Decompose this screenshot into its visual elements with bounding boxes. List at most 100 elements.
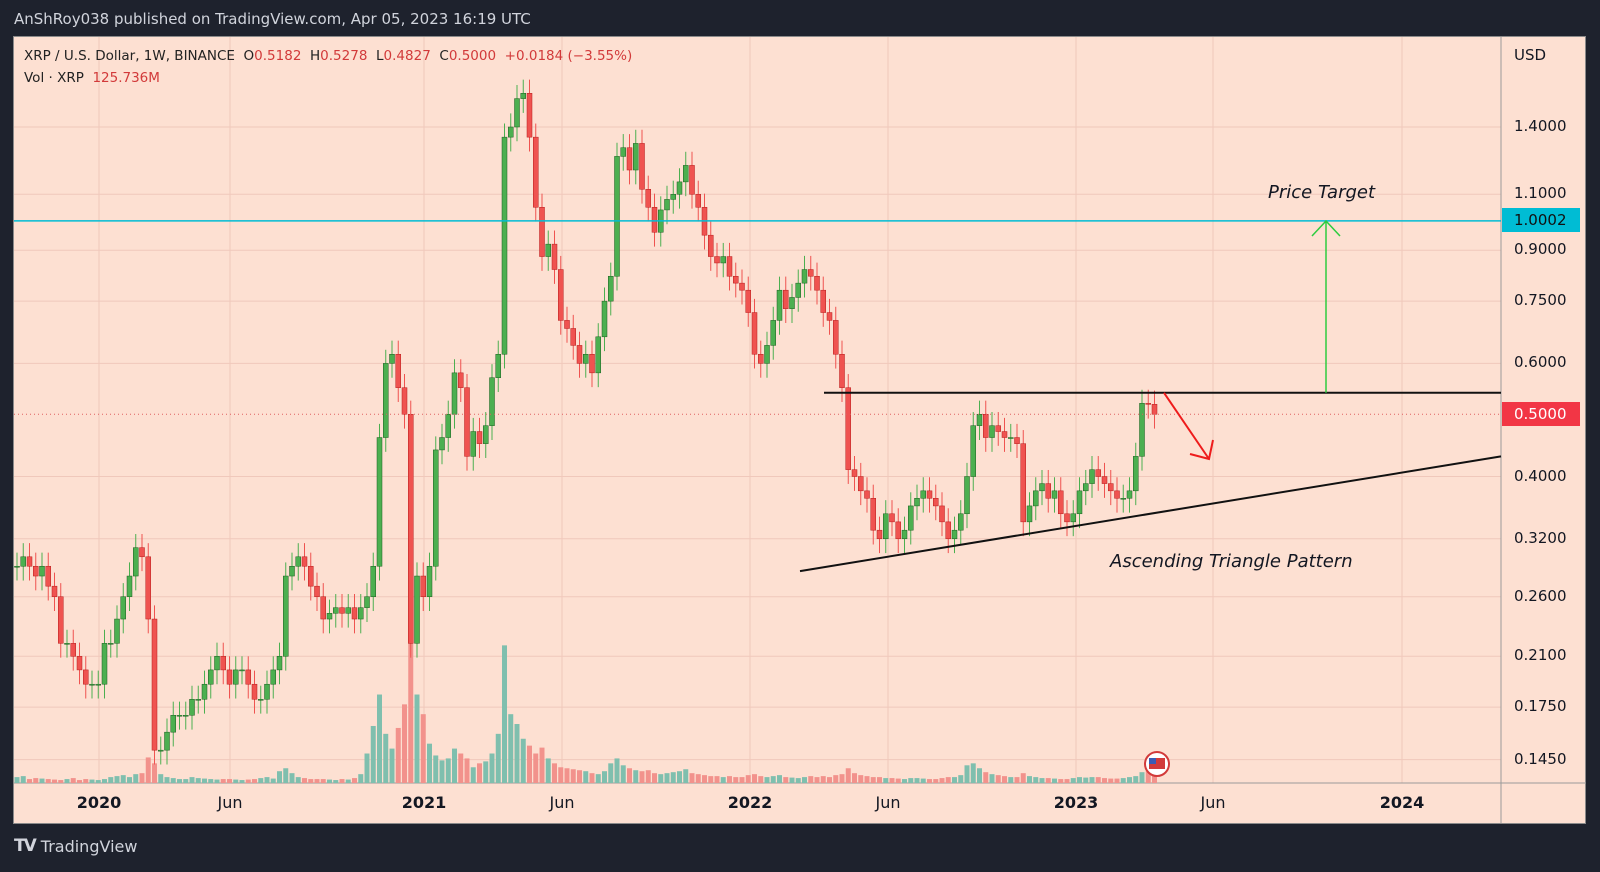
candle	[1001, 431, 1008, 438]
candle	[189, 699, 195, 716]
volume-bar	[95, 780, 101, 783]
candle	[808, 269, 814, 277]
volume-bar	[977, 768, 982, 783]
volume-bar	[627, 768, 632, 783]
candle	[495, 353, 501, 378]
volume-bar	[527, 745, 532, 783]
candle	[933, 498, 939, 507]
candle	[370, 565, 376, 597]
candle	[464, 387, 470, 457]
volume-bar	[683, 769, 689, 783]
volume-bar	[1058, 779, 1064, 783]
close-value: 0.5000	[448, 48, 497, 64]
candle	[845, 387, 851, 470]
candle	[164, 731, 170, 751]
candle	[826, 312, 833, 321]
symbol-title: XRP / U.S. Dollar, 1W, BINANCE	[24, 48, 235, 64]
candle	[114, 618, 120, 644]
candle	[89, 683, 95, 686]
volume-bar	[120, 775, 126, 783]
volume-bar	[189, 777, 195, 783]
candle	[526, 93, 533, 138]
volume-bar	[52, 779, 57, 783]
candle	[614, 156, 620, 277]
volume-bar	[689, 773, 695, 783]
volume-bar	[77, 780, 82, 783]
volume-bar	[652, 773, 657, 783]
symbol-legend[interactable]: XRP / U.S. Dollar, 1W, BINANCE O0.5182 H…	[24, 48, 632, 64]
candle	[126, 575, 133, 597]
candle	[858, 476, 864, 492]
volume-bar	[414, 694, 420, 783]
volume-bar	[470, 767, 476, 783]
volume-bar	[789, 777, 795, 783]
volume-bar	[214, 779, 220, 783]
candle	[333, 607, 339, 614]
candle	[1139, 403, 1145, 457]
candle	[14, 565, 20, 568]
us-flag-stripes	[1149, 758, 1165, 769]
candle	[945, 521, 951, 540]
volume-bar	[970, 763, 976, 783]
volume-bar	[202, 778, 207, 783]
candle	[851, 469, 858, 477]
candle	[176, 715, 183, 717]
volume-bar	[927, 779, 932, 783]
candle	[951, 529, 958, 540]
volume-bar	[995, 775, 1001, 783]
candle	[1083, 483, 1089, 492]
candle	[458, 372, 464, 388]
volume-label: Vol · XRP	[24, 70, 84, 86]
price-target-note[interactable]: Price Target	[1268, 182, 1376, 203]
volume-bar	[345, 779, 351, 783]
price-target-tag: 1.0002	[1502, 208, 1580, 232]
volume-bar	[664, 773, 670, 783]
candle	[989, 425, 995, 438]
volume-bar	[302, 778, 307, 783]
candle	[326, 613, 333, 620]
pattern-note[interactable]: Ascending Triangle Pattern	[1110, 551, 1353, 572]
candle	[51, 585, 58, 597]
volume-bar	[1095, 777, 1101, 783]
volume-bar	[539, 747, 545, 783]
volume-bar	[570, 769, 576, 783]
time-label: 2024	[1379, 793, 1425, 812]
volume-legend[interactable]: Vol · XRP 125.736M	[24, 70, 160, 86]
candle	[726, 256, 733, 277]
candle	[789, 297, 795, 309]
candle	[226, 669, 233, 685]
volume-bar	[370, 725, 376, 783]
candle	[20, 556, 26, 567]
candle	[514, 98, 520, 128]
volume-bar	[1033, 777, 1039, 783]
volume-bar	[858, 775, 864, 783]
candle	[58, 596, 64, 644]
tradingview-logo[interactable]: TV TradingView	[14, 836, 137, 856]
candle	[883, 513, 889, 540]
volume-bar	[1145, 771, 1151, 783]
candle	[733, 275, 739, 284]
candle	[995, 425, 1001, 432]
candle	[314, 585, 320, 597]
volume-bar	[864, 776, 870, 783]
volume-bar	[145, 757, 151, 783]
volume-bar	[264, 777, 270, 783]
volume-bar	[745, 775, 751, 783]
candle	[814, 275, 820, 291]
open-label: O	[243, 48, 255, 64]
candle	[501, 136, 508, 355]
time-label: Jun	[875, 793, 901, 812]
volume-bar	[1070, 778, 1076, 783]
volume-bar	[239, 780, 245, 783]
candle	[958, 513, 964, 531]
chart-frame[interactable]	[13, 36, 1586, 824]
candle	[476, 431, 483, 444]
candle	[270, 669, 276, 685]
candle	[451, 372, 458, 415]
candle	[633, 143, 639, 171]
volume-bar	[258, 778, 264, 783]
candle	[1151, 404, 1158, 415]
volume-bar	[1027, 776, 1032, 783]
time-label: Jun	[217, 793, 243, 812]
